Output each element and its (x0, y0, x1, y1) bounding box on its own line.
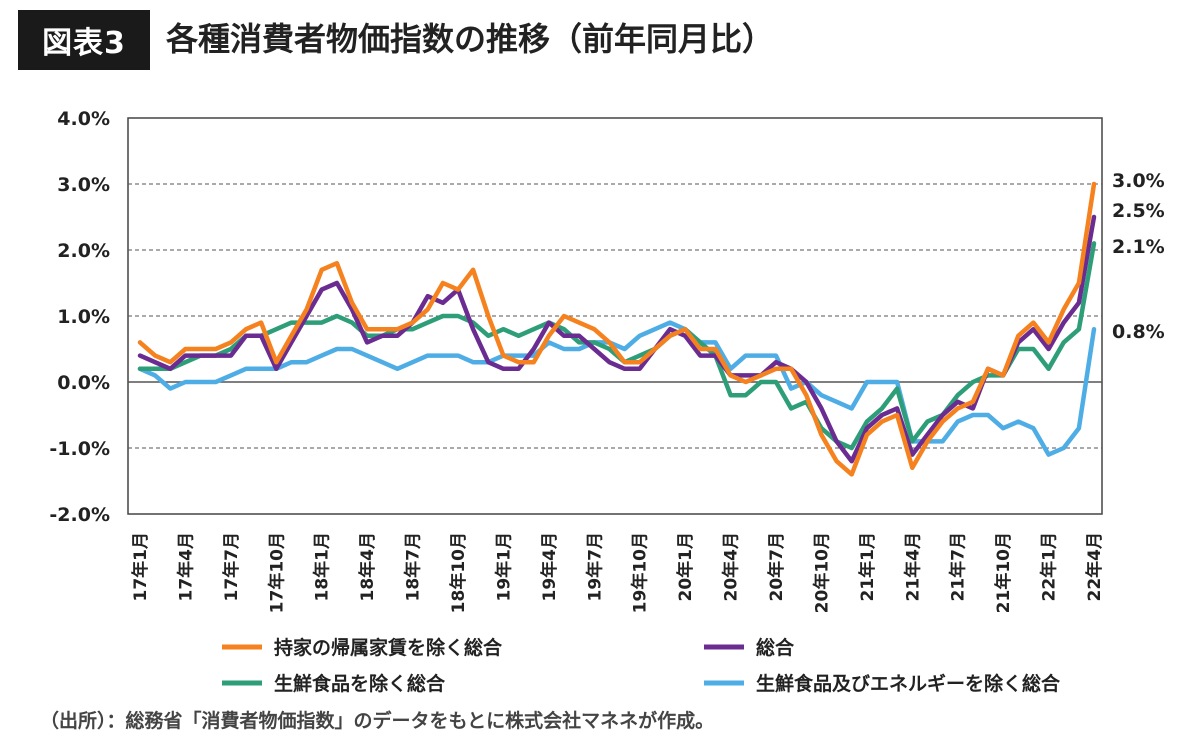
x-tick-label: 20年7月 (766, 532, 787, 602)
y-axis-tick-labels: 4.0% 3.0% 2.0% 1.0% 0.0% -1.0% -2.0% (49, 108, 110, 526)
y-tick-label: 1.0% (57, 306, 110, 328)
x-tick-label: 17年7月 (221, 532, 242, 602)
end-value-labels: 3.0% 2.5% 2.1% 0.8% (1112, 170, 1165, 343)
series-line (137, 181, 1097, 477)
figure-badge: 図表3 (18, 10, 150, 70)
x-tick-label: 17年10月 (266, 532, 287, 613)
x-tick-label: 19年1月 (493, 532, 514, 602)
x-tick-label: 20年4月 (721, 532, 742, 602)
y-tick-label: 2.0% (57, 240, 110, 262)
end-value-label: 2.1% (1112, 236, 1165, 258)
x-tick-label: 18年1月 (312, 532, 333, 602)
x-tick-label: 21年10月 (993, 532, 1014, 613)
series-line (137, 320, 1097, 457)
legend-label: 生鮮食品及びエネルギーを除く総合 (756, 672, 1061, 695)
series-line (137, 214, 1097, 464)
x-axis-tick-labels: 17年1月 17年4月 17年7月 17年10月 18年1月 18年4月 18年7月 18年1… (130, 532, 1105, 613)
series-layer (137, 181, 1097, 477)
legend-label: 生鮮食品を除く総合 (274, 672, 446, 695)
y-tick-label: 0.0% (57, 372, 110, 394)
x-tick-label: 19年4月 (539, 532, 560, 602)
y-tick-label: -2.0% (49, 504, 110, 526)
y-tick-label: 4.0% (57, 108, 110, 130)
end-value-label: 3.0% (1112, 170, 1165, 192)
legend-label: 持家の帰属家賃を除く総合 (274, 636, 503, 659)
x-tick-label: 20年10月 (811, 532, 832, 613)
x-tick-label: 17年1月 (130, 532, 151, 602)
y-tick-label: 3.0% (57, 174, 110, 196)
x-tick-label: 19年7月 (584, 532, 605, 602)
x-tick-label: 19年10月 (630, 532, 651, 613)
legend-label: 総合 (756, 636, 795, 659)
x-tick-label: 20年1月 (675, 532, 696, 602)
x-tick-label: 22年1月 (1039, 532, 1060, 602)
chart-title: 各種消費者物価指数の推移（前年同月比） (166, 20, 775, 58)
x-tick-label: 21年1月 (857, 532, 878, 602)
y-tick-label: -1.0% (49, 438, 110, 460)
end-value-label: 2.5% (1112, 200, 1165, 222)
x-tick-label: 22年4月 (1084, 532, 1105, 602)
x-tick-label: 18年7月 (403, 532, 424, 602)
end-value-label: 0.8% (1112, 321, 1165, 343)
x-tick-label: 17年4月 (175, 532, 196, 602)
grid-layer (127, 117, 1103, 515)
x-tick-label: 18年10月 (448, 532, 469, 613)
x-tick-label: 18年4月 (357, 532, 378, 602)
x-tick-label: 21年4月 (902, 532, 923, 602)
x-tick-label: 21年7月 (948, 532, 969, 602)
source-note: （出所）：総務省「消費者物価指数」のデータをもとに株式会社マネネが作成。 (40, 710, 715, 732)
